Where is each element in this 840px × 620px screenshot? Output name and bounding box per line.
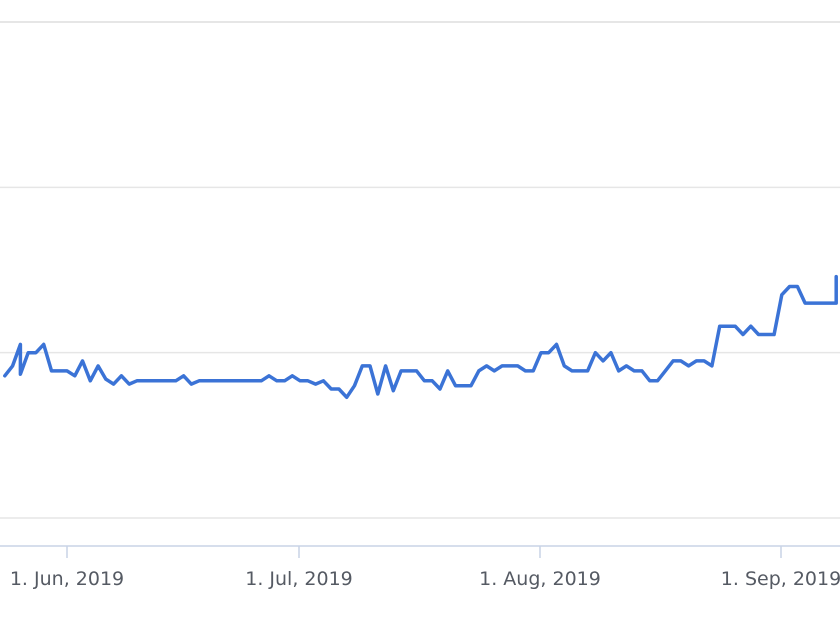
grid-lines bbox=[0, 21, 840, 519]
x-tick-label: 1. Aug, 2019 bbox=[479, 568, 601, 590]
series-line bbox=[3, 274, 838, 400]
x-tick-label: 1. Jul, 2019 bbox=[245, 568, 353, 590]
x-tick-label: 1. Jun, 2019 bbox=[10, 568, 124, 590]
x-axis-ticks: 1. Jun, 2019 1. Jul, 2019 1. Aug, 2019 1. S… bbox=[10, 546, 840, 590]
x-tick-label: 1. Sep, 2019 bbox=[721, 568, 840, 590]
